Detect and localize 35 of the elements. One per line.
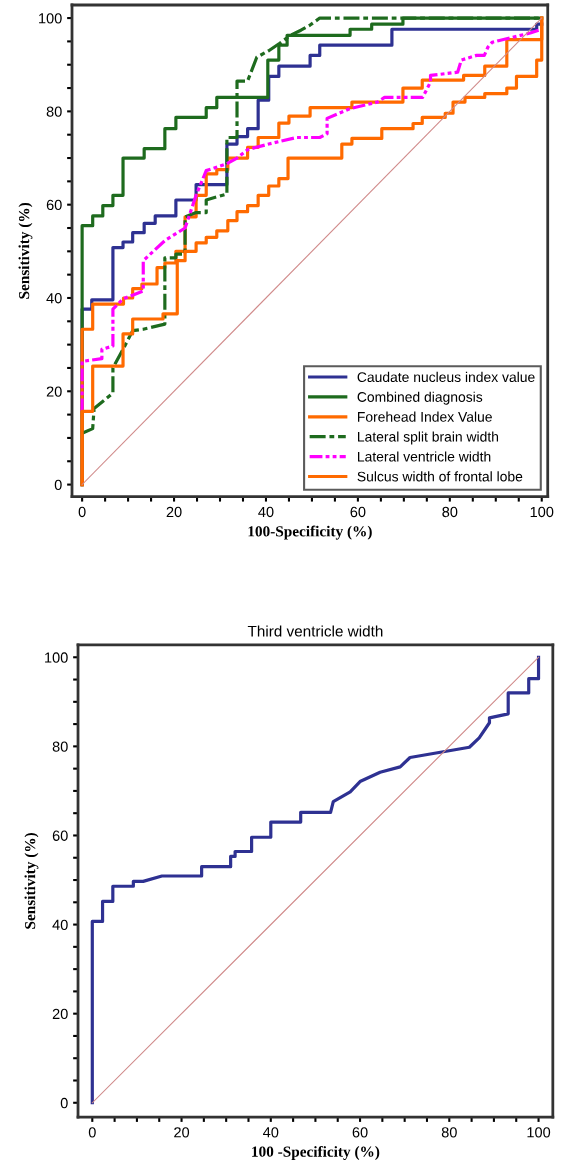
y-axis-title: Sensitivity (%) [24, 832, 39, 929]
y-tick-label: 60 [52, 830, 68, 841]
x-tick-label: 80 [441, 1127, 457, 1138]
x-axis-title: 100-Specificity (%) [248, 525, 372, 540]
legend-label: Sulcus width of frontal lobe [357, 471, 523, 482]
x-tick-label: 80 [442, 506, 458, 518]
y-tick-label: 20 [46, 386, 62, 397]
x-tick-label: 40 [258, 506, 274, 518]
legend-label: Lateral split brain width [358, 431, 499, 445]
x-tick-label: 20 [166, 506, 182, 518]
x-axis-title: 100 -Specificity (%) [252, 1145, 380, 1160]
y-tick-label: 40 [46, 293, 62, 304]
legend-label: Combined diagnosis [357, 391, 483, 405]
x-tick-label: 100 [530, 506, 554, 518]
y-tick-label: 80 [52, 741, 68, 752]
y-axis-title: Sensitivity (%) [18, 202, 33, 299]
y-tick-label: 40 [52, 919, 68, 930]
x-tick-label: 20 [174, 1127, 190, 1138]
legend-label: Forehead Index Value [358, 411, 492, 422]
x-tick-label: 60 [350, 506, 366, 518]
y-tick-label: 0 [60, 1097, 68, 1109]
x-tick-label: 0 [88, 1127, 96, 1138]
y-tick-label: 100 [45, 652, 68, 663]
x-tick-label: 0 [78, 506, 86, 518]
x-tick-label: 60 [352, 1127, 368, 1138]
chart-title: Third ventricle width [247, 625, 383, 637]
x-tick-label: 40 [263, 1127, 279, 1138]
y-tick-label: 80 [46, 106, 62, 117]
y-tick-label: 60 [46, 199, 62, 211]
y-tick-label: 0 [54, 479, 62, 491]
y-tick-label: 100 [39, 13, 62, 24]
legend-label: Caudate nucleus index value [357, 371, 535, 383]
y-tick-label: 20 [52, 1008, 68, 1020]
legend-label: Lateral ventricle width [358, 451, 491, 462]
x-tick-label: 100 [527, 1127, 551, 1138]
